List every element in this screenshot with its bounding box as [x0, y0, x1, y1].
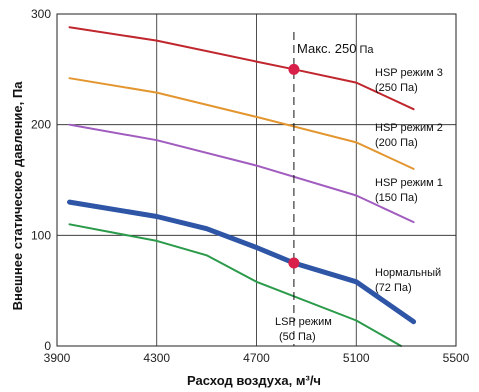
- marker-point-2: [288, 257, 300, 269]
- lsp-label: LSP режим: [275, 316, 332, 328]
- series-lines: [67, 26, 417, 347]
- hsp2-sublabel: (200 Па): [375, 137, 418, 149]
- y-tick-label: 300: [31, 7, 51, 21]
- hsp3-label: HSP режим 3: [375, 67, 443, 79]
- x-tick-label: 4300: [143, 351, 170, 365]
- x-axis-title: Расход воздуха, м³/ч: [187, 373, 321, 388]
- series-line-1: [68, 26, 415, 111]
- marker-point-1: [288, 63, 300, 75]
- hsp3-sublabel: (250 Па): [375, 82, 418, 94]
- series-line-2: [68, 77, 415, 170]
- x-tick-label: 5100: [343, 351, 370, 365]
- max-annotation: Макс. 250 Па: [297, 41, 374, 56]
- tick-labels: 3900 4300 4700 5100 5500 0 100 200 300: [31, 7, 470, 365]
- markers: [288, 63, 300, 269]
- hsp1-label: HSP режим 1: [375, 177, 443, 189]
- x-tick-label: 4700: [243, 351, 270, 365]
- series-line-4: [67, 199, 417, 325]
- series-line-3: [68, 123, 415, 224]
- hsp1-sublabel: (150 Па): [375, 192, 418, 204]
- normal-label: Нормальный: [375, 267, 441, 279]
- hsp2-label: HSP режим 2: [375, 122, 443, 134]
- x-tick-label: 3900: [44, 351, 71, 365]
- lsp-sublabel: (50 Па): [279, 331, 316, 343]
- plot-frame: [56, 13, 457, 347]
- normal-sublabel: (72 Па): [375, 282, 412, 294]
- y-tick-label: 0: [44, 339, 51, 353]
- x-tick-label: 5500: [443, 351, 470, 365]
- series-line-5: [68, 223, 403, 347]
- y-tick-label: 200: [31, 118, 51, 132]
- y-axis-title: Внешнее статическое давление, Па: [10, 81, 25, 311]
- y-tick-label: 100: [31, 228, 51, 242]
